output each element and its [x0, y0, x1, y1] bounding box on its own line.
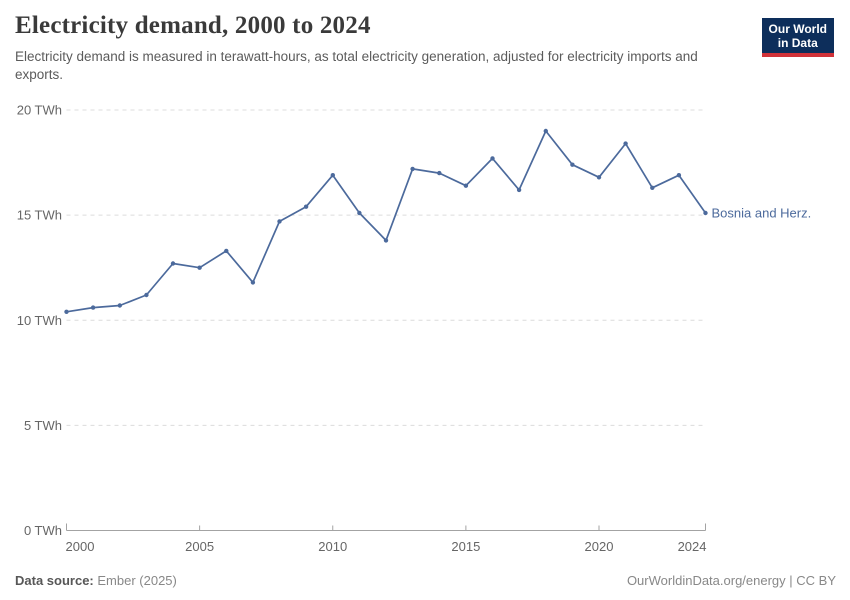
data-point [410, 166, 415, 172]
data-point [250, 280, 256, 285]
data-point [463, 183, 469, 188]
data-point [676, 173, 682, 178]
x-tick-label: 2024 [678, 539, 707, 554]
data-source-value: Ember (2025) [97, 573, 177, 588]
data-point [197, 265, 202, 270]
data-point [90, 305, 96, 310]
demand-line [66, 130, 707, 313]
data-source-note: Data source: Ember (2025) [15, 573, 177, 588]
owid-logo: Our World in Data [761, 18, 834, 58]
data-point [437, 170, 442, 176]
data-point [303, 204, 309, 209]
data-point [117, 303, 123, 308]
license-credit: OurWorldinData.org/energy | CC BY [626, 573, 836, 588]
data-point [277, 219, 282, 224]
data-point [596, 175, 602, 180]
y-tick-label: 10 TWh [17, 313, 62, 328]
chart-subtitle: Electricity demand is measured in terawa… [15, 49, 698, 82]
data-point [144, 292, 149, 298]
x-tick-label: 2020 [585, 539, 614, 554]
data-point [357, 210, 362, 216]
chart-header: Electricity demand, 2000 to 2024 Electri… [15, 12, 835, 83]
y-tick-label: 0 TWh [24, 523, 62, 538]
data-point [703, 210, 708, 216]
data-point [543, 128, 548, 134]
data-point [516, 187, 522, 193]
x-tick-label: 2010 [318, 539, 347, 554]
data-point [64, 309, 69, 314]
series-label: Bosnia and Herz. [712, 206, 812, 221]
y-tick-label: 5 TWh [24, 418, 62, 433]
data-point [623, 141, 628, 146]
owid-logo-line1: Our World [768, 22, 827, 36]
data-point [170, 261, 176, 266]
owid-logo-line2: in Data [777, 36, 818, 51]
y-tick-label: 15 TWh [17, 208, 62, 223]
x-tick-label: 2000 [66, 539, 95, 554]
chart-footer: Data source: Ember (2025) OurWorldinData… [15, 573, 836, 588]
data-point [330, 173, 335, 178]
data-point [224, 248, 229, 254]
data-point [383, 238, 389, 243]
data-point [570, 162, 575, 167]
y-tick-label: 20 TWh [17, 103, 62, 118]
data-point [650, 185, 655, 190]
data-point [490, 156, 495, 161]
data-source-label: Data source: [15, 573, 94, 588]
page-title: Electricity demand, 2000 to 2024 [15, 12, 371, 39]
x-tick-label: 2015 [451, 539, 480, 554]
x-tick-label: 2005 [185, 539, 214, 554]
